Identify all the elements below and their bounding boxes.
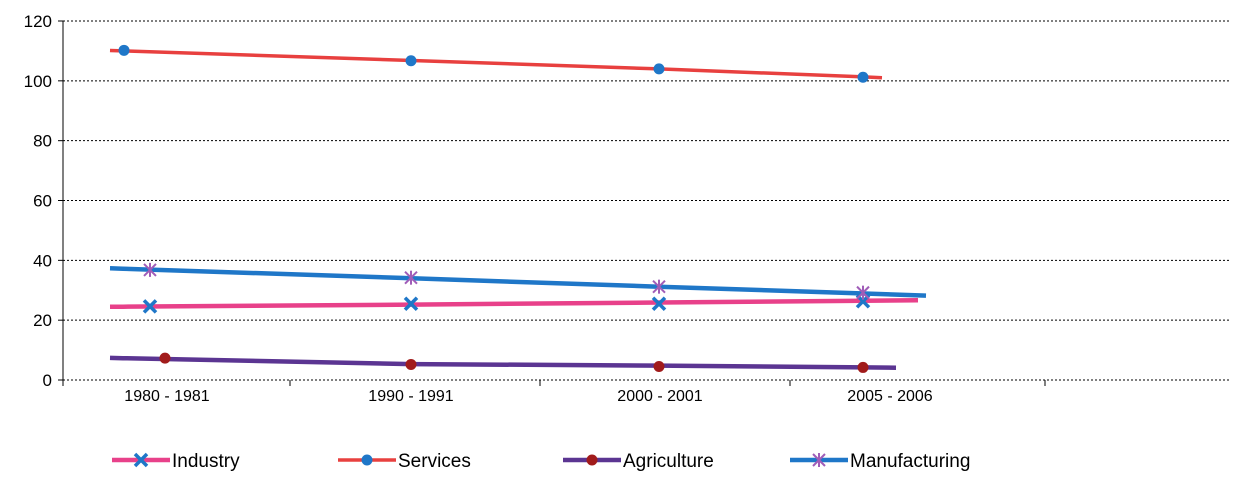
y-tick-label-0: 0 [43,371,52,390]
data-point-services [118,44,130,56]
data-point-services [857,71,869,83]
legend-marker-services [361,454,373,466]
data-markers [118,44,871,373]
legend-marker-industry [133,452,149,468]
gridlines [63,20,1231,321]
y-tick-label-20: 20 [33,311,52,330]
data-point-agriculture [405,358,417,370]
data-point-agriculture [857,361,869,373]
legend-item-agriculture: Agriculture [563,451,714,472]
x-tick-label: 2005 - 2006 [847,388,933,405]
legend: Industry Services Agriculture Manufacturing [112,451,970,472]
legend-item-services: Services [338,451,471,472]
series-line-agriculture [109,355,897,370]
legend-label-agriculture: Agriculture [623,451,714,472]
data-point-services [405,55,417,67]
data-point-industry-stroke-b [403,296,419,311]
y-tick-label-80: 80 [33,132,52,151]
data-point-manufacturing [652,279,666,294]
data-point-manufacturing [856,285,870,300]
y-tick-label-60: 60 [33,192,52,211]
y-tick-label-120: 120 [24,12,52,31]
series-line-services [109,48,883,80]
legend-marker-manufacturing [812,453,826,467]
data-point-agriculture [159,352,171,364]
legend-label-services: Services [398,451,471,472]
legend-item-manufacturing: Manufacturing [790,451,970,472]
data-point-industry-stroke-b [651,296,667,311]
legend-label-industry: Industry [172,451,240,472]
axes: 0 20 40 60 80 100 120 1980 - 1981 1990 - 1991 200… [24,12,1231,405]
legend-item-industry: Industry [112,451,240,472]
y-tick-label-100: 100 [24,72,52,91]
series-line-industry [109,297,919,310]
data-point-manufacturing [143,262,157,277]
series-line-manufacturing [109,266,927,298]
x-tick-label: 2000 - 2001 [617,388,703,405]
data-point-manufacturing [404,270,418,285]
data-point-services [653,63,665,75]
x-tick-label: 1990 - 1991 [368,388,454,405]
legend-label-manufacturing: Manufacturing [850,451,970,472]
x-tick-label: 1980 - 1981 [124,388,210,405]
legend-marker-industry-stroke-b [133,452,149,468]
data-point-industry [403,296,419,311]
data-point-industry [651,296,667,311]
data-point-industry-stroke-b [142,299,158,314]
y-tick-label-40: 40 [33,251,52,270]
data-point-industry [142,299,158,314]
data-point-agriculture [653,361,665,373]
legend-marker-agriculture [586,454,598,466]
